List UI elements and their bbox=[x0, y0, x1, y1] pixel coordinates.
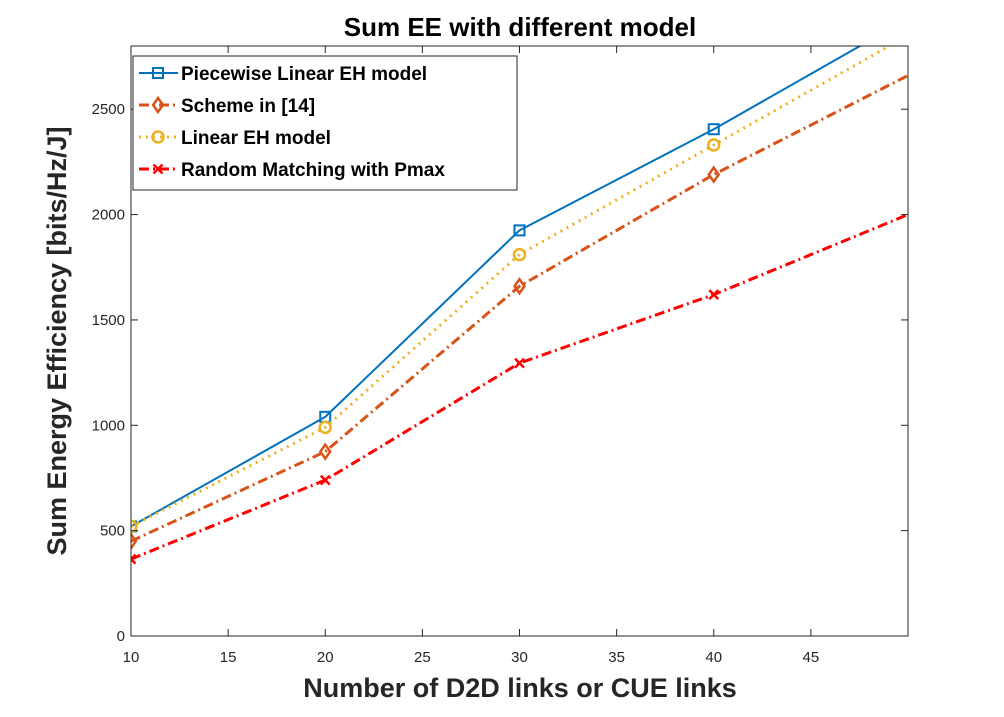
series-0-point-3 bbox=[707, 123, 720, 136]
legend-marker-1 bbox=[151, 95, 165, 115]
y-tick-label-4: 2000 bbox=[92, 207, 125, 224]
series-1 bbox=[131, 74, 908, 551]
y-tick-label-1: 500 bbox=[100, 523, 125, 540]
x-tick-label-0: 10 bbox=[123, 649, 140, 666]
series-3-point-0 bbox=[131, 553, 137, 565]
series-line-0 bbox=[131, 46, 862, 528]
legend-label-1: Scheme in [14] bbox=[181, 96, 315, 117]
y-tick-label-3: 1500 bbox=[92, 312, 125, 329]
x-axis-label: Number of D2D links or CUE links bbox=[303, 673, 737, 703]
x-tick-label-6: 40 bbox=[705, 649, 722, 666]
legend-marker-3 bbox=[152, 163, 164, 175]
series-3 bbox=[131, 213, 908, 565]
series-2-point-0 bbox=[131, 519, 138, 534]
series-1-point-0 bbox=[131, 531, 138, 551]
legend-marker-2 bbox=[151, 130, 165, 144]
x-tick-label-3: 25 bbox=[414, 649, 431, 666]
series-0-point-2 bbox=[513, 224, 526, 237]
x-tick-label-7: 45 bbox=[803, 649, 820, 666]
x-tick-label-1: 15 bbox=[220, 649, 237, 666]
series-1-point-3 bbox=[707, 165, 721, 184]
axes-layer: 10 15 20 25 30 35 40 45 0 500 1000 1500 2000 2500 bbox=[92, 45, 909, 666]
series-2 bbox=[131, 46, 893, 534]
series-1-point-2 bbox=[513, 277, 526, 296]
x-tick-label-4: 30 bbox=[511, 649, 528, 666]
legend-label-3: Random Matching with Pmax bbox=[181, 160, 445, 181]
series-1-point-1 bbox=[318, 442, 332, 461]
legend-label-2: Linear EH model bbox=[181, 128, 331, 149]
chart-title: Sum EE with different model bbox=[344, 12, 696, 42]
legend: Piecewise Linear EH model Scheme in [14] L… bbox=[132, 55, 518, 191]
series-2-point-1 bbox=[318, 420, 332, 435]
series-2-point-2 bbox=[512, 247, 527, 262]
series-3-point-3 bbox=[708, 289, 720, 301]
legend-label-0: Piecewise Linear EH model bbox=[181, 64, 427, 85]
series-layer bbox=[131, 46, 908, 565]
series-line-1 bbox=[131, 74, 908, 543]
legend-marker-0 bbox=[152, 67, 164, 79]
y-tick-label-5: 2500 bbox=[92, 101, 125, 118]
series-3-point-2 bbox=[514, 357, 525, 369]
y-tick-label-0: 0 bbox=[117, 628, 125, 645]
x-tick-label-5: 35 bbox=[608, 649, 625, 666]
x-tick-label-2: 20 bbox=[317, 649, 334, 666]
legend-box bbox=[132, 55, 518, 191]
series-3-point-1 bbox=[319, 474, 331, 486]
y-axis-label: Sum Energy Efficiency [bits/Hz/J] bbox=[42, 126, 72, 555]
series-2-point-3 bbox=[707, 138, 721, 152]
y-tick-label-2: 1000 bbox=[92, 417, 125, 434]
